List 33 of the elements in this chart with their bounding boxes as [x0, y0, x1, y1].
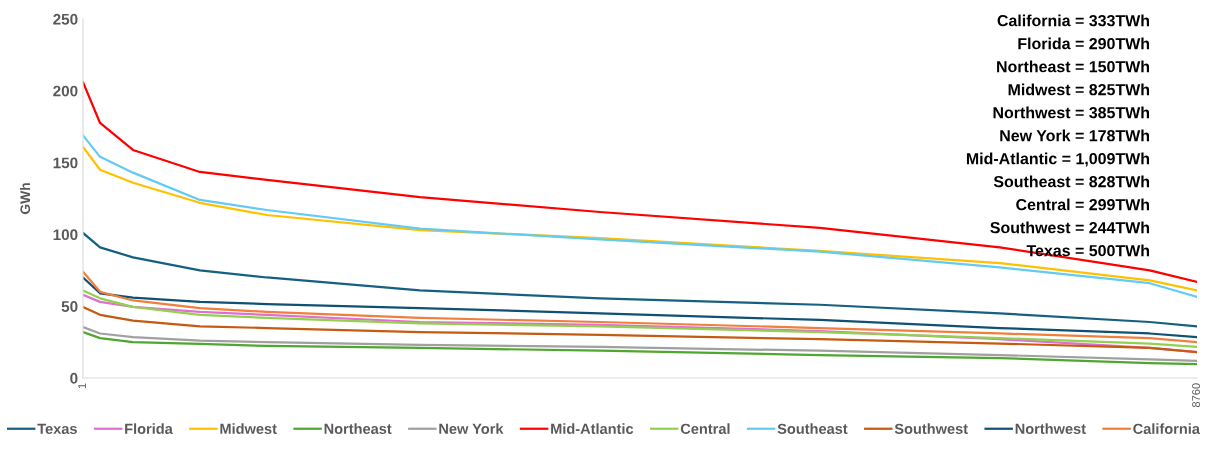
annotation: Midwest = 825TWh — [1008, 83, 1150, 96]
y-tick-label: 200 — [53, 85, 78, 97]
y-tick-label: 100 — [53, 229, 78, 241]
y-tick-label: 250 — [53, 13, 78, 25]
annotation: Mid-Atlantic = 1,009TWh — [966, 152, 1150, 167]
annotation: California = 333TWh — [997, 14, 1150, 27]
legend-label: Southeast — [777, 423, 848, 434]
legend-label: Northwest — [1015, 423, 1086, 434]
legend-label: Mid-Atlantic — [551, 423, 634, 434]
annotation: Southeast = 828TWh — [993, 175, 1150, 188]
line-series — [83, 305, 1197, 354]
x-tick-label: 1 — [78, 383, 86, 389]
legend-label: Southwest — [894, 423, 968, 434]
annotation: Northwest = 385TWh — [993, 106, 1150, 119]
legend-label: Central — [680, 423, 730, 434]
legend-label: California — [1133, 423, 1201, 434]
legend-label: Texas — [37, 423, 77, 434]
annotation: Southwest = 244TWh — [990, 221, 1150, 234]
line-series — [83, 81, 1197, 283]
y-tick-label: 50 — [61, 301, 78, 312]
x-tick-label: 8760 — [1192, 383, 1200, 408]
y-tick-label: 150 — [53, 157, 78, 169]
y-tick-label: 0 — [70, 372, 78, 384]
annotation: Northeast = 150TWh — [997, 60, 1150, 73]
legend-label: Northeast — [324, 423, 392, 434]
legend-label: Midwest — [220, 423, 277, 434]
annotation: Texas = 500TWh — [1026, 244, 1150, 257]
legend-label: New York — [439, 423, 504, 434]
annotation: Florida = 290TWh — [1018, 37, 1150, 50]
legend-label: Florida — [125, 423, 173, 434]
y-axis-title: GWh — [19, 183, 31, 215]
annotation: New York = 178TWh — [1000, 129, 1150, 142]
annotation: Central = 299TWh — [1016, 198, 1150, 211]
